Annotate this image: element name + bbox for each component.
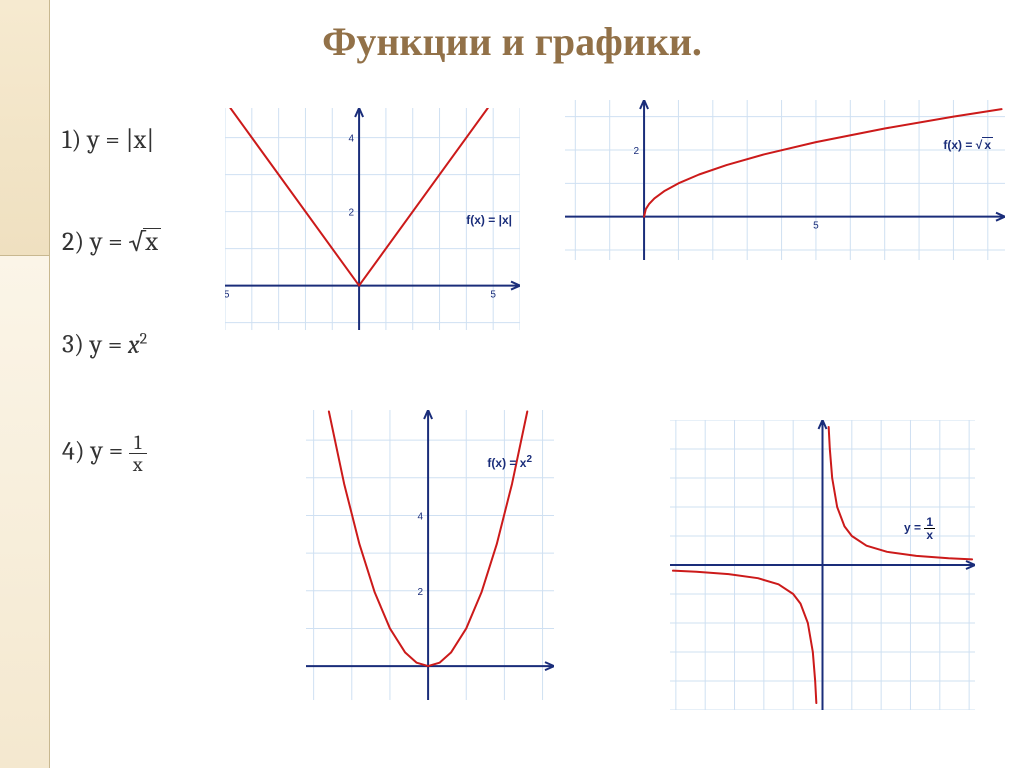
slide-title: Функции и графики. [0,18,1024,65]
svg-text:-5: -5 [225,290,230,301]
formula-1: 1) y = |x| [62,125,232,155]
formula-1-num: 1) [62,125,81,155]
svg-text:5: 5 [490,290,496,301]
formula-2-num: 2) [62,227,84,257]
formula-4-body: y = 1x [90,436,146,466]
slide: Функции и графики. 1) y = |x| 2) y = √x … [0,0,1024,768]
chart-label: f(x) = √x [943,138,993,152]
svg-text:2: 2 [349,208,355,219]
formula-2-body: y = √x [90,227,161,257]
decorative-left-strip [0,0,50,768]
svg-text:2: 2 [418,587,424,598]
formula-3-body: y = x2 [90,330,148,360]
svg-text:4: 4 [418,511,424,522]
svg-text:5: 5 [813,221,819,232]
svg-text:4: 4 [349,134,355,145]
formula-4: 4) y = 1x [62,432,232,475]
chart-sqrt: 5 2 f(x) = √x [565,100,1005,260]
strip-segment-bottom [0,256,49,768]
chart-hyperbola: y = 1x [670,420,975,710]
chart-label: f(x) = x2 [487,454,532,470]
formula-3-num: 3) [62,330,84,360]
formula-1-body: y = |x| [87,125,154,155]
formula-3: 3) y = x2 [62,329,232,360]
formula-4-num: 4) [62,436,85,466]
chart-label: y = 1x [904,516,935,541]
chart-abs: -5 5 2 4 f(x) = |x| [225,108,520,330]
chart-parabola: 2 4 f(x) = x2 [306,410,554,700]
formula-list: 1) y = |x| 2) y = √x 3) y = x2 4) y = 1x [62,125,232,475]
svg-text:2: 2 [634,146,640,157]
chart-label: f(x) = |x| [466,213,512,227]
formula-2: 2) y = √x [62,227,232,257]
